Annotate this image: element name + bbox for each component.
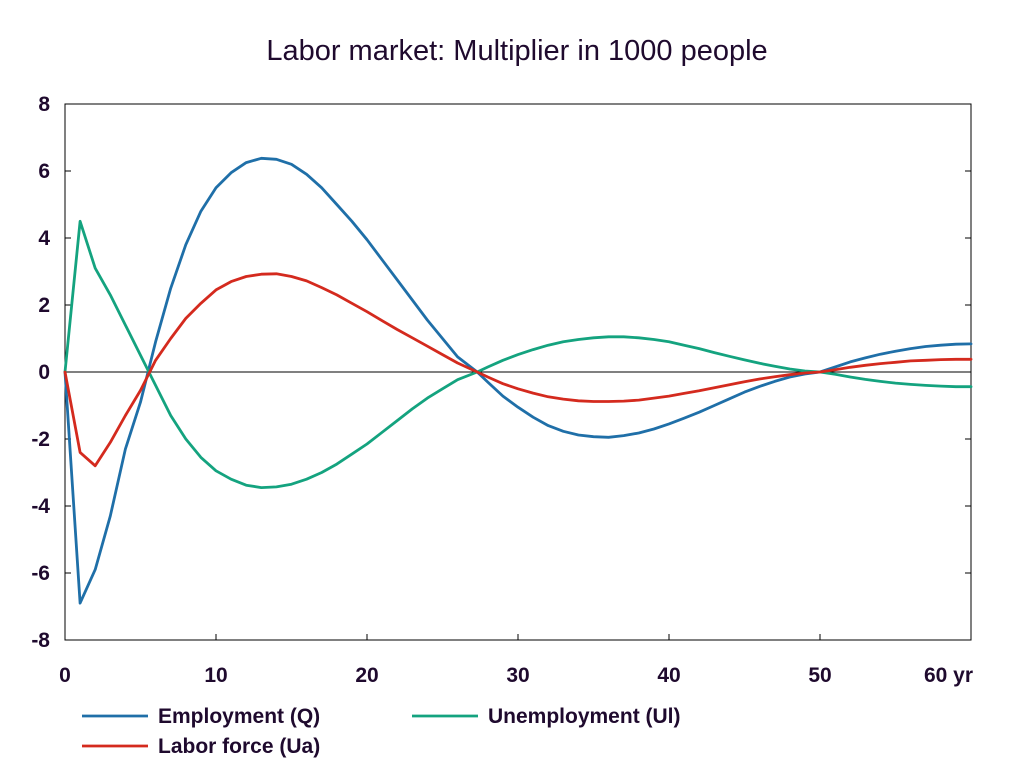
series-line-employment-q [63, 156, 973, 605]
x-tick-label: 60 yr [924, 664, 973, 687]
series-lines [63, 156, 973, 605]
y-tick-label: -4 [31, 495, 50, 518]
y-tick-label: -2 [31, 428, 50, 451]
axis-tick-labels: -8 -6 -4 -2 0 2 4 6 8 0 10 20 30 40 50 60 yr [31, 93, 973, 687]
y-tick-label: 8 [38, 93, 50, 116]
y-tick-label: 6 [38, 160, 50, 183]
x-tick-label: 20 [355, 664, 378, 687]
legend-label-employment-q: Employment (Q) [158, 705, 320, 728]
x-tick-label: 10 [204, 664, 227, 687]
x-tick-label: 40 [657, 664, 680, 687]
y-tick-label: -8 [31, 629, 50, 652]
series-line-labor-force-ua [63, 272, 973, 468]
x-tick-label: 30 [506, 664, 529, 687]
y-tick-label: 0 [38, 361, 50, 384]
legend: Employment (Q) Unemployment (Ul) Labor for… [82, 705, 681, 758]
x-tick-label: 0 [59, 664, 71, 687]
legend-label-unemployment-ul: Unemployment (Ul) [488, 705, 681, 728]
series-line-unemployment-ul [63, 219, 973, 489]
y-tick-label: 2 [38, 294, 50, 317]
chart-title: Labor market: Multiplier in 1000 people [266, 35, 767, 67]
y-tick-label: -6 [31, 562, 50, 585]
y-tick-label: 4 [38, 227, 50, 250]
x-tick-label: 50 [808, 664, 831, 687]
legend-label-labor-force-ua: Labor force (Ua) [158, 735, 320, 758]
